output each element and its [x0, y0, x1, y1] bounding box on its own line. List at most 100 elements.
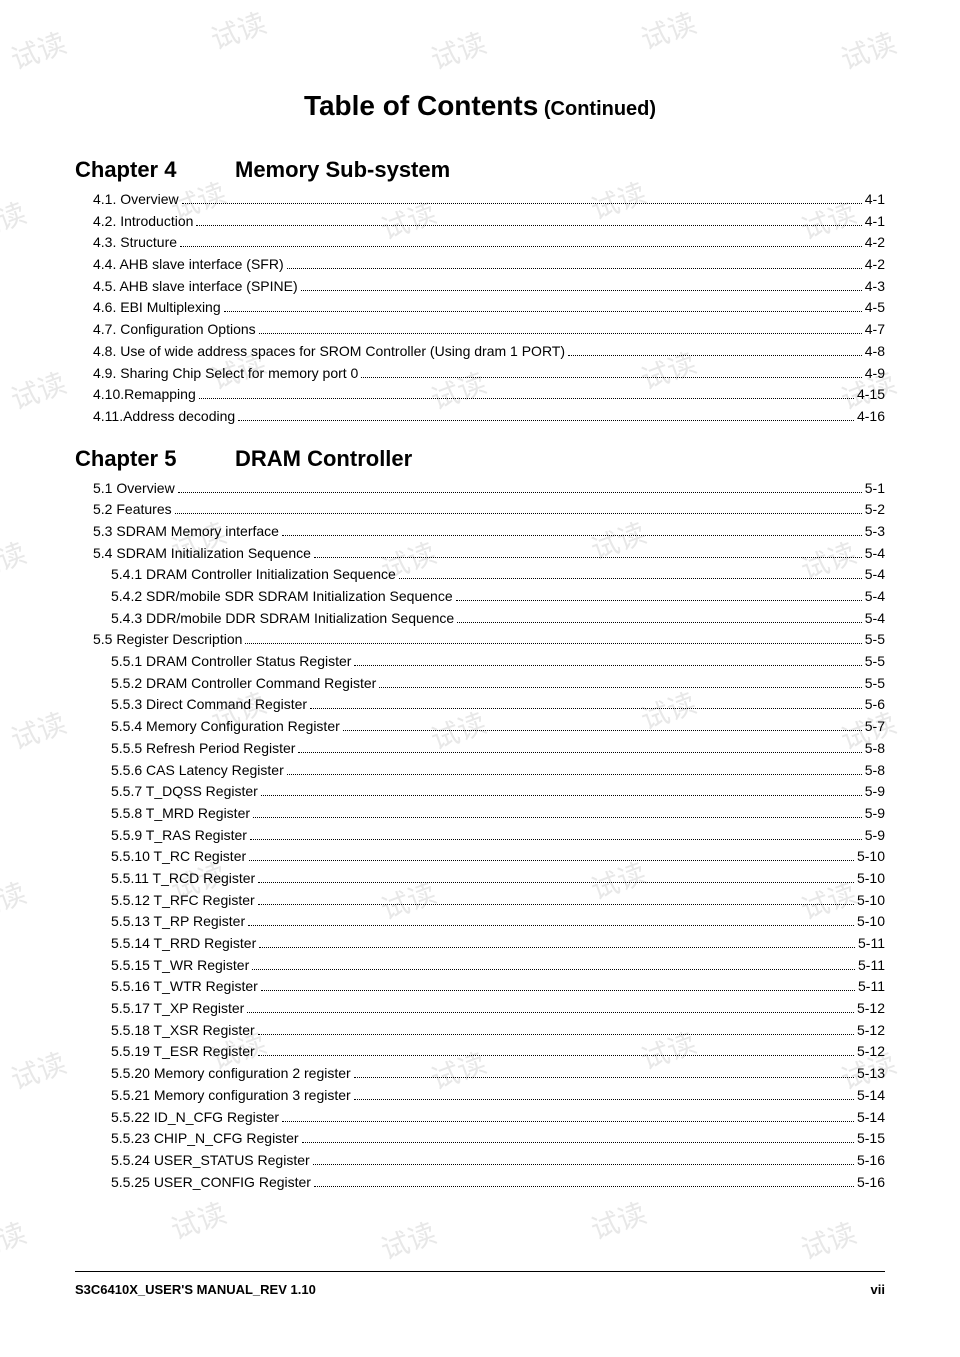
- toc-entry-page: 5-12: [857, 1041, 885, 1063]
- toc-entry-page: 5-5: [865, 629, 885, 651]
- toc-dots: [258, 882, 854, 883]
- toc-entry-title: 4.3. Structure: [93, 232, 177, 254]
- toc-entry: 5.5.7 T_DQSS Register5-9: [75, 781, 885, 803]
- toc-entry-title: 5.5.19 T_ESR Register: [111, 1041, 255, 1063]
- toc-entry: 5.5.15 T_WR Register5-11: [75, 955, 885, 977]
- toc-entry: 5.5.20 Memory configuration 2 register5-…: [75, 1063, 885, 1085]
- toc-entry: 5.5.21 Memory configuration 3 register5-…: [75, 1085, 885, 1107]
- toc-entry: 5.5.25 USER_CONFIG Register5-16: [75, 1172, 885, 1194]
- chapter-name: Memory Sub-system: [235, 157, 450, 182]
- page-footer: S3C6410X_USER'S MANUAL_REV 1.10 vii: [75, 1271, 885, 1297]
- toc-entry-page: 5-9: [865, 781, 885, 803]
- chapter-label: Chapter 5: [75, 446, 235, 472]
- toc-entry: 5.5.6 CAS Latency Register5-8: [75, 760, 885, 782]
- toc-dots: [182, 203, 862, 204]
- toc-entry: 5.4.3 DDR/mobile DDR SDRAM Initializatio…: [75, 608, 885, 630]
- toc-dots: [175, 513, 862, 514]
- toc-entry-page: 5-3: [865, 521, 885, 543]
- toc-dots: [259, 333, 862, 334]
- chapter-heading: Chapter 4Memory Sub-system: [75, 157, 885, 183]
- toc-dots: [238, 420, 854, 421]
- toc-entry-title: 5.4.3 DDR/mobile DDR SDRAM Initializatio…: [111, 608, 454, 630]
- toc-entry-title: 5.5.23 CHIP_N_CFG Register: [111, 1128, 299, 1150]
- toc-entry: 5.5 Register Description5-5: [75, 629, 885, 651]
- toc-entry-page: 5-9: [865, 803, 885, 825]
- toc-entry-page: 5-16: [857, 1172, 885, 1194]
- toc-dots: [224, 311, 862, 312]
- toc-entry: 5.5.19 T_ESR Register 5-12: [75, 1041, 885, 1063]
- toc-dots: [379, 687, 861, 688]
- toc-entry-title: 4.9. Sharing Chip Select for memory port…: [93, 363, 358, 385]
- toc-dots: [196, 225, 861, 226]
- toc-entry-title: 5.5.4 Memory Configuration Register: [111, 716, 340, 738]
- toc-entry-page: 4-9: [865, 363, 885, 385]
- toc-entry: 5.4.2 SDR/mobile SDR SDRAM Initializatio…: [75, 586, 885, 608]
- toc-entry-title: 5.5.17 T_XP Register: [111, 998, 244, 1020]
- toc-entry-title: 5.4 SDRAM Initialization Sequence: [93, 543, 311, 565]
- toc-entry: 5.5.3 Direct Command Register 5-6: [75, 694, 885, 716]
- toc-entry: 5.5.12 T_RFC Register5-10: [75, 890, 885, 912]
- toc-entry-title: 4.8. Use of wide address spaces for SROM…: [93, 341, 565, 363]
- toc-dots: [354, 1099, 854, 1100]
- toc-dots: [354, 665, 861, 666]
- toc-entry: 5.5.11 T_RCD Register 5-10: [75, 868, 885, 890]
- toc-dots: [314, 557, 862, 558]
- toc-dots: [287, 774, 862, 775]
- toc-entry: 5.5.4 Memory Configuration Register5-7: [75, 716, 885, 738]
- toc-entry-page: 5-15: [857, 1128, 885, 1150]
- toc-entry: 5.5.13 T_RP Register5-10: [75, 911, 885, 933]
- toc-entry-title: 5.5.15 T_WR Register: [111, 955, 249, 977]
- toc-entry-title: 4.2. Introduction: [93, 211, 193, 233]
- toc-entry-page: 4-15: [857, 384, 885, 406]
- toc-entry-title: 5.5.10 T_RC Register: [111, 846, 246, 868]
- watermark: 试读: [0, 192, 31, 249]
- toc-entry: 5.5.5 Refresh Period Register5-8: [75, 738, 885, 760]
- toc-entry-page: 5-11: [858, 933, 885, 955]
- toc-dots: [249, 860, 854, 861]
- toc-entry-title: 4.11.Address decoding: [93, 406, 235, 428]
- toc-entry-page: 5-10: [857, 868, 885, 890]
- toc-entry: 4.9. Sharing Chip Select for memory port…: [75, 363, 885, 385]
- toc-entry: 5.2 Features5-2: [75, 499, 885, 521]
- toc-entry: 4.8. Use of wide address spaces for SROM…: [75, 341, 885, 363]
- toc-entry: 4.7. Configuration Options4-7: [75, 319, 885, 341]
- toc-entry-page: 4-8: [865, 341, 885, 363]
- toc-entry-title: 5.5.1 DRAM Controller Status Register: [111, 651, 351, 673]
- watermark: 试读: [0, 532, 31, 589]
- toc-entry: 4.10.Remapping4-15: [75, 384, 885, 406]
- toc-entry-title: 5.5.9 T_RAS Register: [111, 825, 247, 847]
- toc-entry-page: 5-2: [865, 499, 885, 521]
- toc-entry-title: 5.3 SDRAM Memory interface: [93, 521, 279, 543]
- toc-entry: 5.5.2 DRAM Controller Command Register5-…: [75, 673, 885, 695]
- toc-dots: [259, 947, 855, 948]
- toc-entry-title: 5.4.2 SDR/mobile SDR SDRAM Initializatio…: [111, 586, 453, 608]
- toc-entry-page: 5-14: [857, 1107, 885, 1129]
- toc-entry-page: 4-2: [865, 254, 885, 276]
- toc-entry-page: 4-7: [865, 319, 885, 341]
- toc-entry-page: 5-9: [865, 825, 885, 847]
- toc-dots: [313, 1164, 854, 1165]
- page-title: Table of Contents (Continued): [75, 90, 885, 122]
- toc-entry-page: 5-4: [865, 586, 885, 608]
- toc-entry-title: 5.5.5 Refresh Period Register: [111, 738, 295, 760]
- watermark: 试读: [0, 1212, 31, 1269]
- toc-dots: [301, 290, 862, 291]
- toc-entry-title: 5.5.3 Direct Command Register: [111, 694, 307, 716]
- toc-entry-page: 5-12: [857, 998, 885, 1020]
- watermark: 试读: [5, 702, 71, 759]
- toc-entry-title: 5.1 Overview: [93, 478, 175, 500]
- toc-dots: [361, 377, 861, 378]
- toc-entry: 5.5.23 CHIP_N_CFG Register 5-15: [75, 1128, 885, 1150]
- toc-entry: 4.4. AHB slave interface (SFR)4-2: [75, 254, 885, 276]
- toc-entry: 4.2. Introduction4-1: [75, 211, 885, 233]
- toc-entry-title: 5.4.1 DRAM Controller Initialization Seq…: [111, 564, 396, 586]
- toc-entry-title: 5.5.11 T_RCD Register: [111, 868, 255, 890]
- toc-dots: [343, 730, 862, 731]
- toc-entry-page: 5-11: [858, 976, 885, 998]
- toc-entry: 5.5.17 T_XP Register 5-12: [75, 998, 885, 1020]
- toc-entry: 5.5.10 T_RC Register5-10: [75, 846, 885, 868]
- footer-right: vii: [871, 1282, 885, 1297]
- toc-dots: [354, 1077, 854, 1078]
- toc-dots: [250, 839, 862, 840]
- toc-entry-page: 5-6: [865, 694, 885, 716]
